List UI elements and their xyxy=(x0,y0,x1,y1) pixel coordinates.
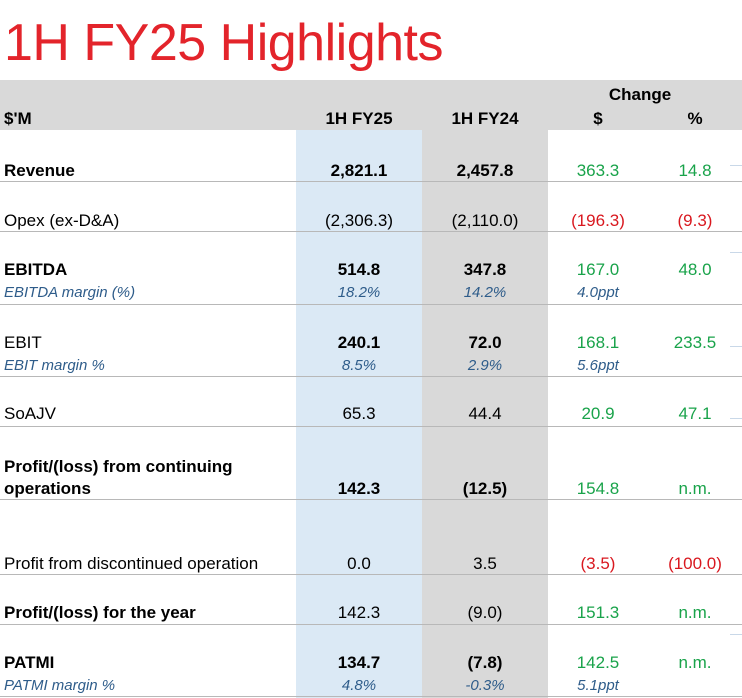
change-dollar-header: $ xyxy=(593,109,603,128)
ebitda-margin-fy25: 18.2% xyxy=(337,284,381,301)
soajv-fy24: 44.4 xyxy=(468,404,502,423)
row-label-ebitda: EBITDA xyxy=(4,260,68,279)
profit-discontinued-fy24: 3.5 xyxy=(473,554,497,573)
profit-year-change-pct: n.m. xyxy=(678,603,712,622)
patmi-margin-fy24: -0.3% xyxy=(465,677,505,694)
ebit-change: 168.1 xyxy=(576,333,620,352)
row-label-opex: Opex (ex-D&A) xyxy=(4,211,120,230)
patmi-margin-fy25: 4.8% xyxy=(341,677,377,694)
ebit-fy24: 72.0 xyxy=(468,333,502,352)
row-label-patmi: PATMI xyxy=(4,653,55,672)
patmi-margin-change: 5.1ppt xyxy=(577,677,619,694)
profit-continuing-change: 154.8 xyxy=(576,479,620,498)
ebit-margin-fy24: 2.9% xyxy=(467,357,503,374)
ebit-margin-change: 5.6ppt xyxy=(577,357,619,374)
profit-year-change: 151.3 xyxy=(576,603,620,622)
edge-tick xyxy=(730,252,742,253)
ebitda-change: 167.0 xyxy=(576,260,620,279)
profit-continuing-fy25: 142.3 xyxy=(337,479,381,498)
row-label-profit-year: Profit/(loss) for the year xyxy=(4,603,196,622)
opex-fy24: (2,110.0) xyxy=(451,211,519,230)
revenue-change-pct: 14.8 xyxy=(678,161,712,180)
ebit-fy25: 240.1 xyxy=(337,333,381,352)
unit-header: $'M xyxy=(4,109,32,128)
profit-discontinued-change: (3.5) xyxy=(580,554,616,573)
page-title: 1H FY25 Highlights xyxy=(4,14,444,72)
fy24-column-highlight xyxy=(422,130,548,698)
profit-discontinued-fy25: 0.0 xyxy=(347,554,371,573)
fy25-column-highlight xyxy=(296,130,422,698)
row-label-profit-continuing-line1: Profit/(loss) from continuing xyxy=(4,457,233,476)
row-divider xyxy=(0,696,742,697)
patmi-margin-label: PATMI margin % xyxy=(4,677,116,694)
opex-fy25: (2,306.3) xyxy=(324,211,394,230)
soajv-fy25: 65.3 xyxy=(342,404,376,423)
soajv-change: 20.9 xyxy=(581,404,615,423)
row-label-soajv: SoAJV xyxy=(4,404,56,423)
change-pct-header: % xyxy=(687,109,703,128)
row-divider xyxy=(0,426,742,427)
ebit-margin-label: EBIT margin % xyxy=(4,357,105,374)
ebitda-change-pct: 48.0 xyxy=(678,260,712,279)
revenue-fy25: 2,821.1 xyxy=(330,161,388,180)
row-label-profit-discontinued: Profit from discontinued operation xyxy=(4,554,259,573)
ebitda-fy25: 514.8 xyxy=(337,260,381,279)
fy25-header: 1H FY25 xyxy=(325,109,393,128)
ebitda-fy24: 347.8 xyxy=(463,260,507,279)
row-divider xyxy=(0,574,742,575)
opex-change-pct: (9.3) xyxy=(677,211,713,230)
revenue-fy24: 2,457.8 xyxy=(456,161,514,180)
row-divider xyxy=(0,231,742,232)
edge-tick xyxy=(730,634,742,635)
ebitda-margin-change: 4.0ppt xyxy=(577,284,619,301)
row-divider xyxy=(0,624,742,625)
profit-year-fy25: 142.3 xyxy=(337,603,381,622)
patmi-fy24: (7.8) xyxy=(467,653,503,672)
ebitda-margin-label: EBITDA margin (%) xyxy=(4,284,136,301)
row-divider xyxy=(0,181,742,182)
profit-continuing-change-pct: n.m. xyxy=(678,479,712,498)
ebit-change-pct: 233.5 xyxy=(673,333,717,352)
row-divider xyxy=(0,304,742,305)
fy24-header: 1H FY24 xyxy=(451,109,519,128)
profit-year-fy24: (9.0) xyxy=(467,603,503,622)
ebitda-margin-fy24: 14.2% xyxy=(463,284,507,301)
ebit-margin-fy25: 8.5% xyxy=(341,357,377,374)
edge-tick xyxy=(730,346,742,347)
soajv-change-pct: 47.1 xyxy=(678,404,712,423)
table-header-band xyxy=(0,80,742,130)
edge-tick xyxy=(730,418,742,419)
patmi-change: 142.5 xyxy=(576,653,620,672)
edge-tick xyxy=(730,165,742,166)
patmi-change-pct: n.m. xyxy=(678,653,712,672)
row-divider xyxy=(0,499,742,500)
row-divider xyxy=(0,376,742,377)
profit-discontinued-change-pct: (100.0) xyxy=(668,554,722,573)
revenue-change: 363.3 xyxy=(576,161,620,180)
row-label-ebit: EBIT xyxy=(4,333,42,352)
row-label-profit-continuing-line2: operations xyxy=(4,479,91,498)
opex-change: (196.3) xyxy=(571,211,625,230)
row-label-revenue: Revenue xyxy=(4,161,75,180)
change-header: Change xyxy=(608,85,672,104)
profit-continuing-fy24: (12.5) xyxy=(462,479,508,498)
patmi-fy25: 134.7 xyxy=(337,653,381,672)
